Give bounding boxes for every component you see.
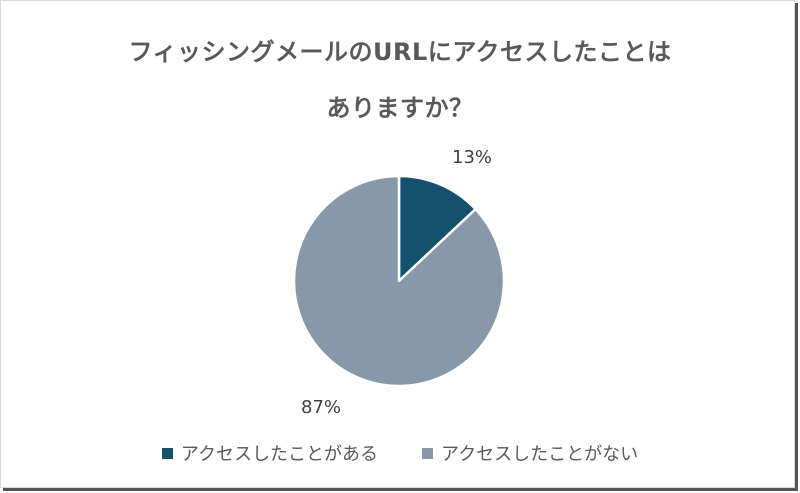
chart-title-line-2: ありますか？ (326, 94, 474, 122)
legend-item-accessed: アクセスしたことがある (161, 440, 378, 466)
legend-label: アクセスしたことがある (180, 444, 378, 465)
pie-slice-1 (292, 174, 506, 388)
legend: アクセスしたことがある アクセスしたことがない (0, 440, 800, 466)
data-label-not-accessed: 87% (301, 397, 342, 418)
legend-item-not-accessed: アクセスしたことがない (422, 440, 638, 466)
data-label-accessed: 13% (452, 147, 493, 168)
legend-label: アクセスしたことがない (441, 444, 639, 465)
legend-swatch-not-accessed-icon (422, 447, 433, 459)
legend-swatch-accessed-icon (161, 447, 173, 459)
pie-slice-0 (397, 174, 477, 283)
chart-title-line-1: フィッシングメールのURLにアクセスしたことは (128, 38, 672, 66)
